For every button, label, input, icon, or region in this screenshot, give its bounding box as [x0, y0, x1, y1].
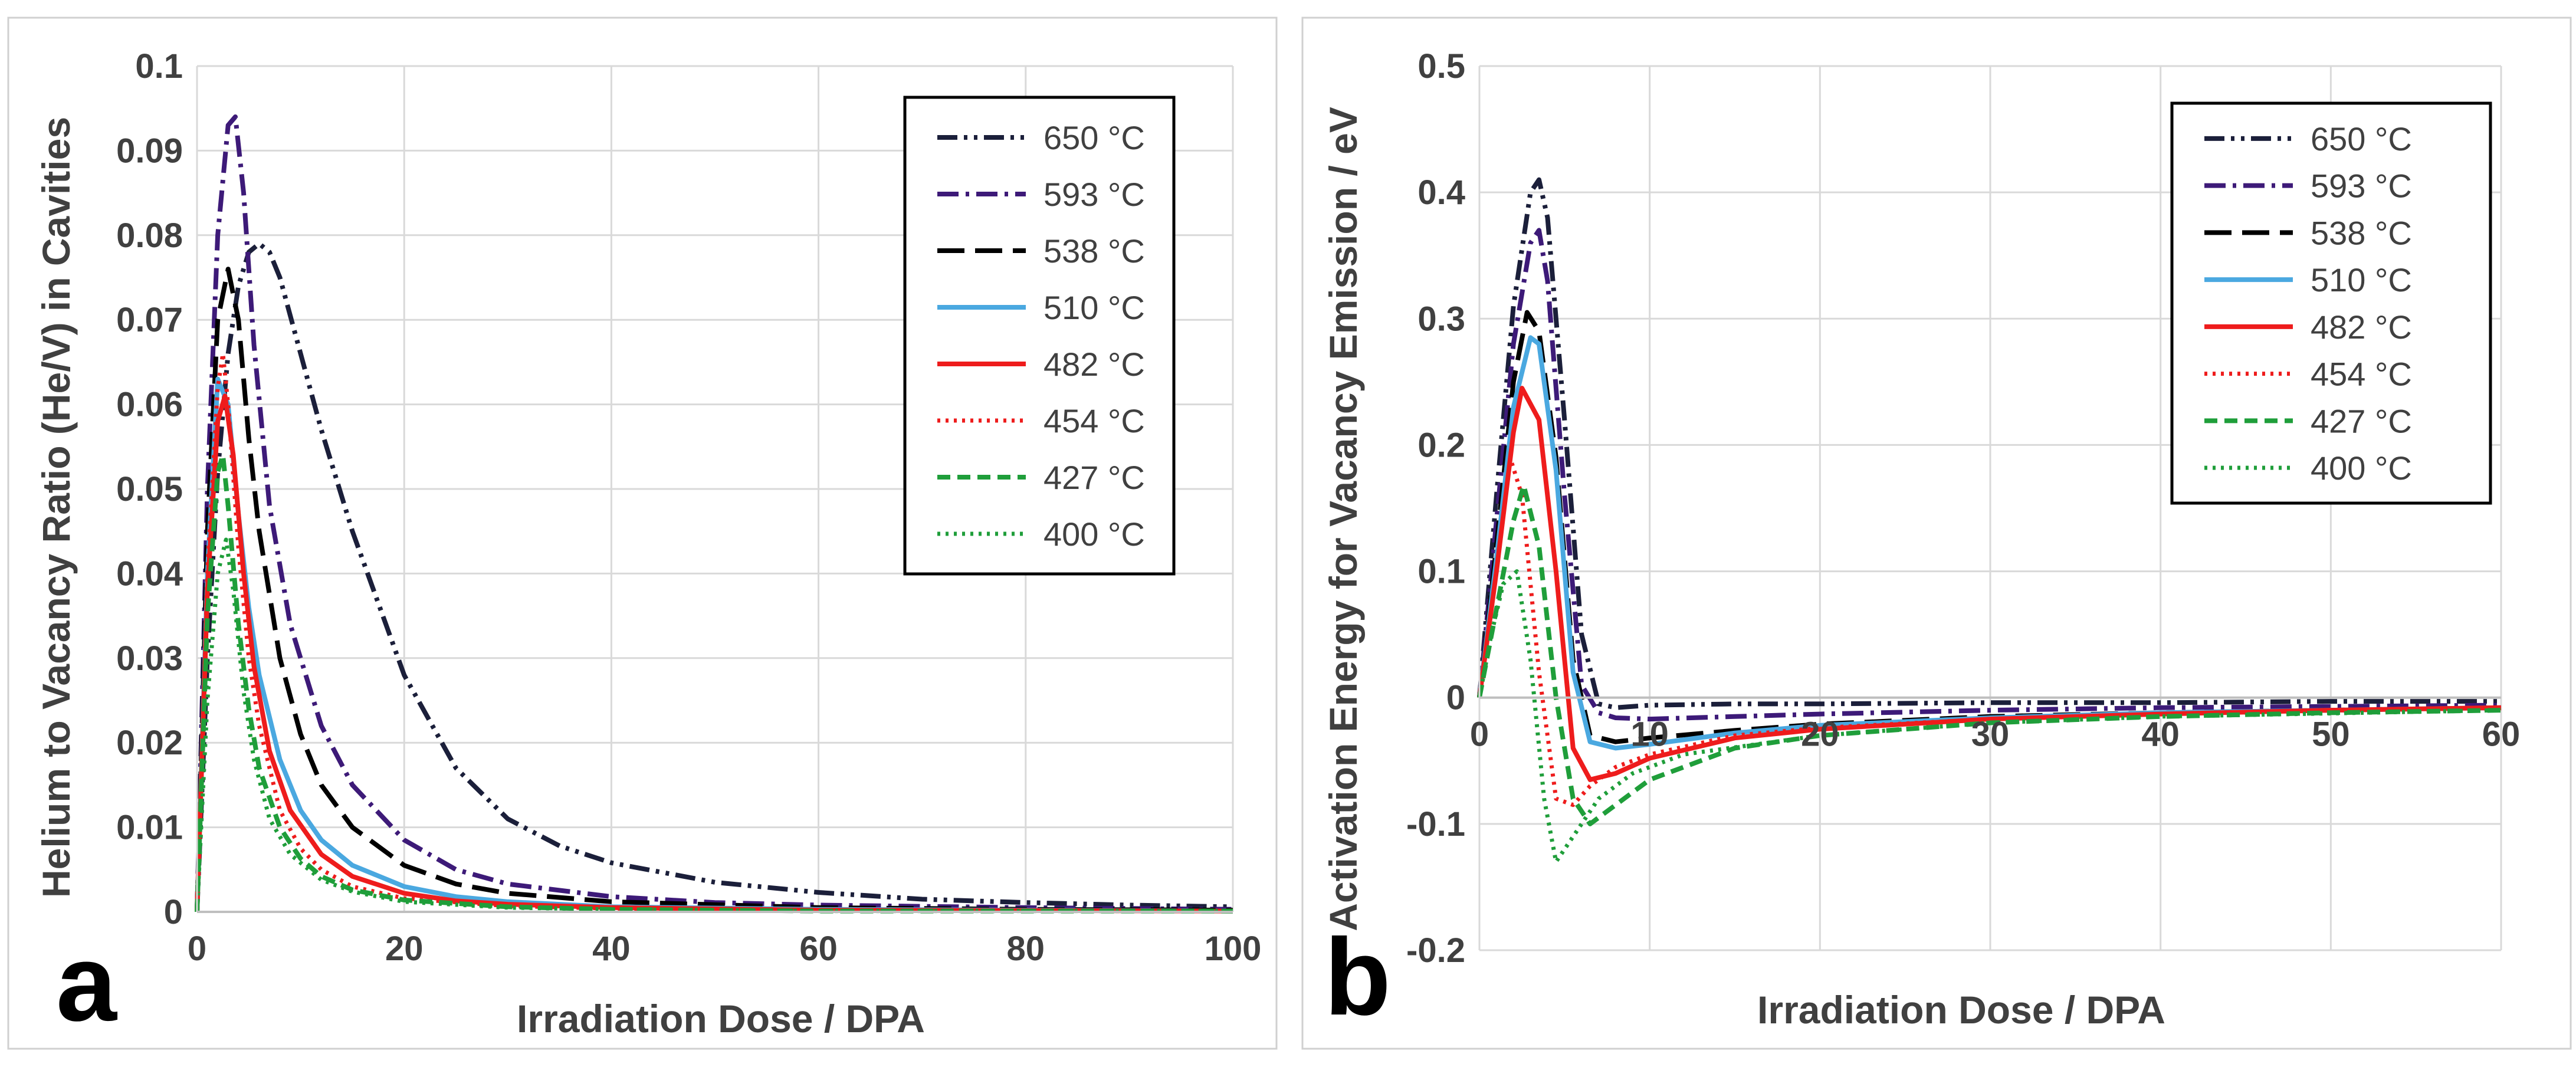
legend-label-a-7: 400 °C — [1043, 516, 1145, 553]
legend-label-b-2: 538 °C — [2311, 214, 2412, 251]
series-line-b-0 — [1477, 177, 2501, 710]
x-tick-label-b-4: 40 — [2141, 715, 2180, 754]
y-tick-label-a-3: 0.03 — [116, 639, 183, 678]
y-tick-label-a-4: 0.04 — [116, 554, 183, 593]
y-tick-label-b-1: -0.1 — [1406, 805, 1465, 843]
x-tick-label-b-5: 50 — [2312, 715, 2350, 754]
legend-b: 650 °C 593 °C 538 °C 510 °C 482 °C 454 °C 427 … — [2170, 101, 2492, 505]
y-tick-label-a-2: 0.02 — [116, 724, 183, 762]
y-tick-label-a-9: 0.09 — [116, 132, 183, 170]
y-tick-label-a-0: 0 — [164, 893, 183, 931]
x-axis-label-b: Irradiation Dose / DPA — [1757, 988, 2165, 1032]
y-tick-label-b-7: 0.5 — [1417, 47, 1465, 86]
y-tick-label-a-6: 0.06 — [116, 386, 183, 424]
x-tick-label-b-3: 30 — [1971, 715, 2010, 754]
x-tick-label-a-1: 20 — [385, 930, 424, 968]
series-line-b-1 — [1477, 228, 2502, 722]
panel-letter-b: b — [1324, 917, 1391, 1038]
x-tick-label-a-3: 60 — [799, 930, 838, 968]
legend-label-b-0: 650 °C — [2311, 120, 2412, 157]
legend-label-a-5: 454 °C — [1043, 402, 1145, 439]
y-tick-label-a-5: 0.05 — [116, 470, 183, 508]
series-line-a-6 — [195, 452, 1233, 914]
legend-label-b-3: 510 °C — [2311, 261, 2412, 298]
panel-letter-a: a — [56, 922, 118, 1044]
x-tick-label-b-2: 20 — [1801, 715, 1839, 754]
legend-box-b — [2170, 101, 2492, 505]
y-tick-label-b-2: 0 — [1446, 679, 1465, 717]
series-line-a-0 — [195, 241, 1233, 912]
legend-a: 650 °C 593 °C 538 °C 510 °C 482 °C 454 °C 427 … — [903, 96, 1176, 576]
legend-label-a-6: 427 °C — [1043, 459, 1145, 496]
legend-box-a — [903, 96, 1176, 576]
y-tick-label-a-8: 0.08 — [116, 216, 183, 255]
x-tick-label-b-6: 60 — [2482, 715, 2521, 754]
y-axis-label-a: Helium to Vacancy Ratio (He/V) in Caviti… — [34, 117, 78, 898]
y-tick-label-a-7: 0.07 — [116, 301, 183, 339]
series-line-b-6 — [1477, 483, 2502, 826]
legend-label-b-4: 482 °C — [2311, 308, 2412, 346]
y-tick-label-a-10: 0.1 — [135, 47, 183, 86]
x-tick-label-b-1: 10 — [1630, 715, 1669, 754]
series-line-a-7 — [195, 537, 1233, 914]
series-line-a-5 — [195, 352, 1233, 914]
y-tick-label-b-4: 0.2 — [1417, 426, 1465, 464]
legend-label-b-1: 593 °C — [2311, 168, 2412, 205]
series-line-b-7 — [1477, 569, 2502, 864]
y-tick-label-a-1: 0.01 — [116, 809, 183, 847]
series-line-a-2 — [195, 267, 1233, 913]
x-tick-label-a-4: 80 — [1007, 930, 1045, 968]
y-tick-label-b-6: 0.4 — [1417, 173, 1465, 212]
series-line-b-5 — [1477, 455, 2502, 807]
x-tick-label-b-0: 0 — [1470, 715, 1489, 754]
chart-panel-a: 0 0.01 0.02 0.03 0.04 0.05 0.06 0.07 0.08 0.09 0.1… — [7, 17, 1278, 1050]
legend-label-a-2: 538 °C — [1043, 232, 1145, 270]
legend-label-a-3: 510 °C — [1043, 289, 1145, 326]
y-tick-label-b-3: 0.1 — [1417, 553, 1465, 591]
legend-label-a-4: 482 °C — [1043, 346, 1145, 383]
x-tick-label-a-2: 40 — [592, 930, 631, 968]
legend-label-a-1: 593 °C — [1043, 176, 1145, 213]
x-tick-label-a-5: 100 — [1205, 930, 1262, 968]
y-tick-label-b-5: 0.3 — [1417, 300, 1465, 338]
legend-label-b-5: 454 °C — [2311, 356, 2412, 393]
legend-label-a-0: 650 °C — [1043, 119, 1145, 156]
x-axis-label-a: Irradiation Dose / DPA — [517, 997, 925, 1040]
chart-panel-b: -0.2 -0.1 0 0.1 0.2 0.3 0.4 0.5 0 10 20 30 40 50 60 A… — [1301, 17, 2572, 1050]
y-axis-label-b: Activation Energy for Vacancy Emission /… — [1321, 107, 1365, 931]
x-tick-label-a-0: 0 — [188, 930, 206, 968]
legend-label-b-7: 400 °C — [2311, 449, 2412, 487]
legend-label-b-6: 427 °C — [2311, 402, 2412, 439]
y-tick-label-b-0: -0.2 — [1406, 931, 1465, 970]
